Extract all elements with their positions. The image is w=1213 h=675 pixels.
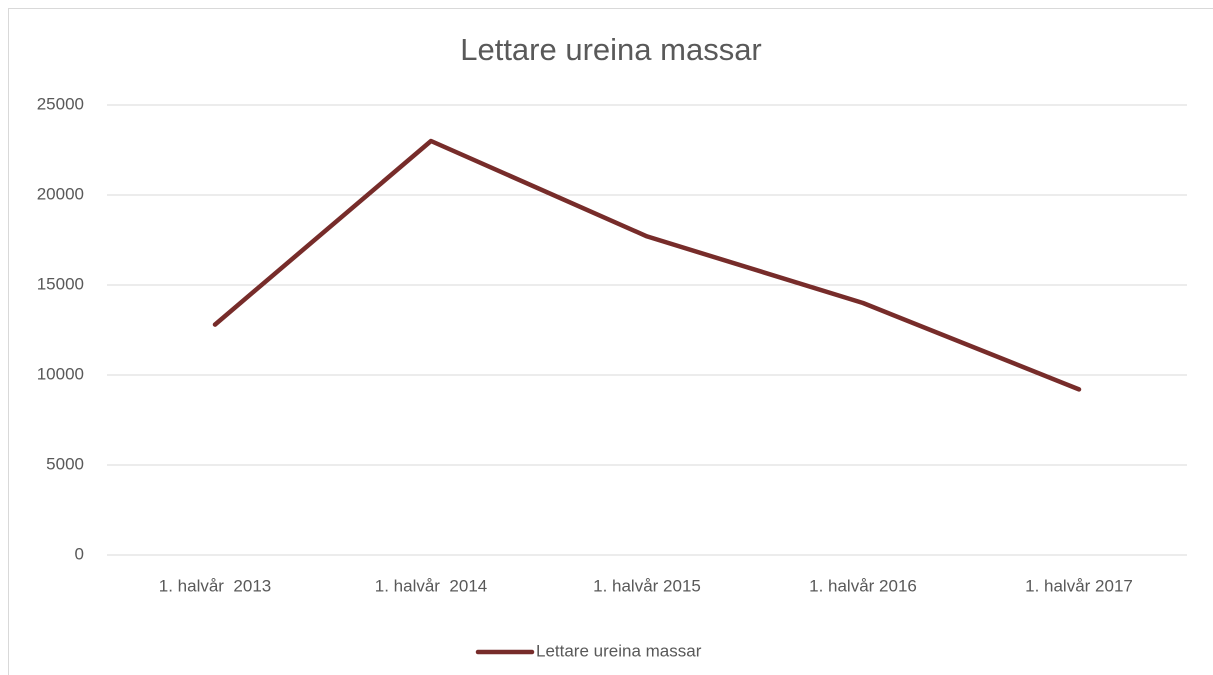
x-tick-label: 1. halvår 2015: [593, 576, 701, 595]
x-tick-label: 1. halvår 2014: [375, 576, 487, 595]
x-tick-label: 1. halvår 2016: [809, 576, 917, 595]
y-tick-label: 5000: [46, 454, 84, 473]
data-line: [212, 138, 1082, 392]
chart-frame: [8, 8, 1213, 675]
legend-label: Lettare ureina massar: [536, 641, 702, 660]
x-tick-label: 1. halvår 2013: [159, 576, 271, 595]
y-tick-label: 0: [75, 544, 84, 563]
chart-title: Lettare ureina massar: [460, 32, 762, 67]
x-tick-label: 1. halvår 2017: [1025, 576, 1133, 595]
y-tick-label: 20000: [37, 184, 84, 203]
y-tick-label: 25000: [37, 94, 84, 113]
y-tick-label: 15000: [37, 274, 84, 293]
y-tick-label: 10000: [37, 364, 84, 383]
